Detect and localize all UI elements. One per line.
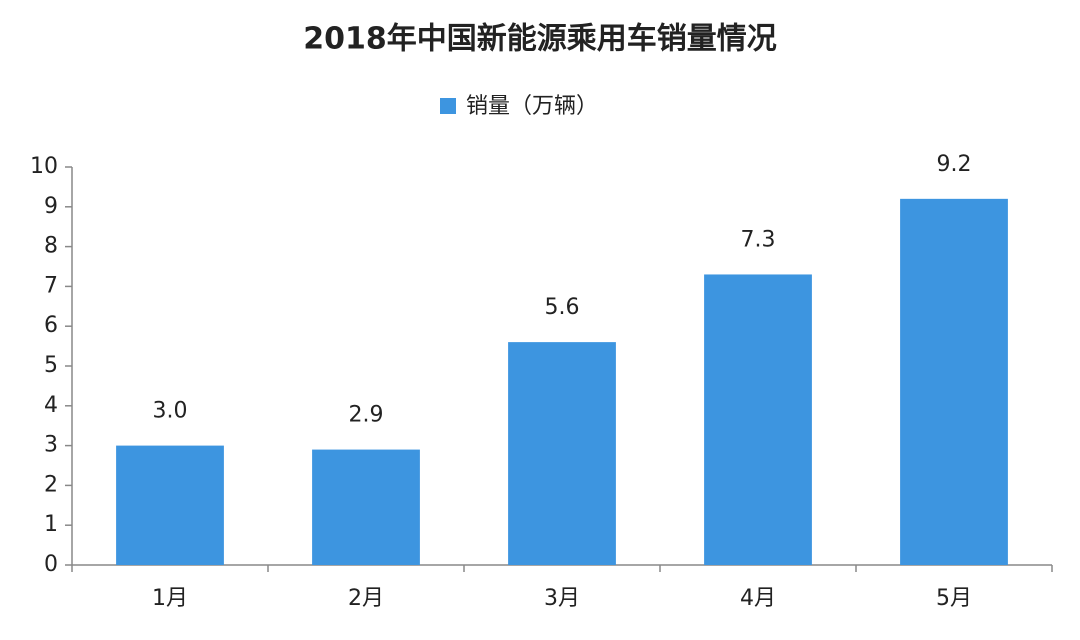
legend-label: 销量（万辆） (466, 94, 598, 119)
y-tick-label: 10 (30, 154, 58, 179)
y-tick-label: 2 (44, 472, 58, 497)
y-tick-label: 9 (44, 194, 58, 219)
x-tick-label: 5月 (936, 586, 972, 611)
data-label: 2.9 (349, 403, 384, 428)
data-label: 5.6 (545, 295, 580, 320)
y-tick-label: 8 (44, 234, 58, 259)
x-tick-label: 4月 (740, 586, 776, 611)
y-tick-label: 6 (44, 313, 58, 338)
chart-title: 2018年中国新能源乘用车销量情况 (303, 22, 777, 57)
x-tick-label: 2月 (348, 586, 384, 611)
data-label: 3.0 (153, 399, 188, 424)
y-tick-label: 5 (44, 353, 58, 378)
y-tick-label: 7 (44, 273, 58, 298)
data-label: 9.2 (937, 152, 972, 177)
y-tick-label: 1 (44, 512, 58, 537)
x-tick-label: 3月 (544, 586, 580, 611)
bar (704, 274, 812, 565)
bar (116, 445, 224, 565)
legend-swatch (440, 98, 456, 114)
x-tick-label: 1月 (152, 586, 188, 611)
y-tick-label: 0 (44, 552, 58, 577)
bar (508, 342, 616, 565)
bar (312, 449, 420, 565)
y-tick-label: 3 (44, 433, 58, 458)
data-label: 7.3 (741, 227, 776, 252)
bar (900, 198, 1008, 565)
y-tick-label: 4 (44, 393, 58, 418)
